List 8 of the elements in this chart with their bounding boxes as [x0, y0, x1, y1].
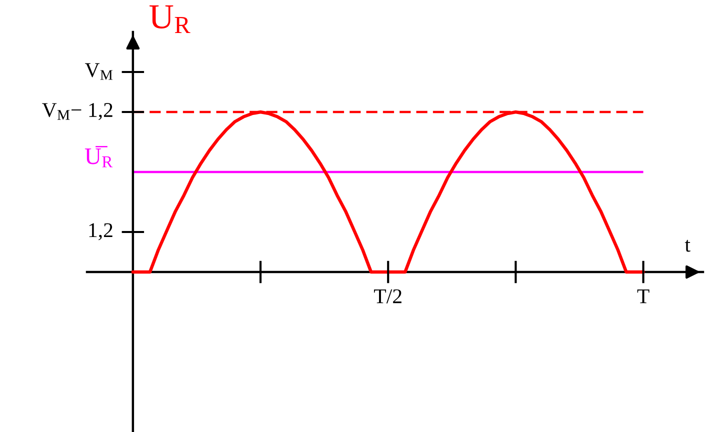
text: V$_{M}$: [84, 63, 112, 80]
text: V$_{M}$− 1,2: [42, 103, 112, 120]
x-tick-label: T: [637, 289, 650, 304]
y-axis-title: U$_{R}$: [150, 5, 190, 33]
ref-line-label: U̅$_{R}$: [84, 146, 113, 168]
text: 1,2: [89, 223, 112, 240]
x-tick-label: T/2: [374, 289, 402, 304]
x-axis-title: t: [684, 240, 690, 252]
